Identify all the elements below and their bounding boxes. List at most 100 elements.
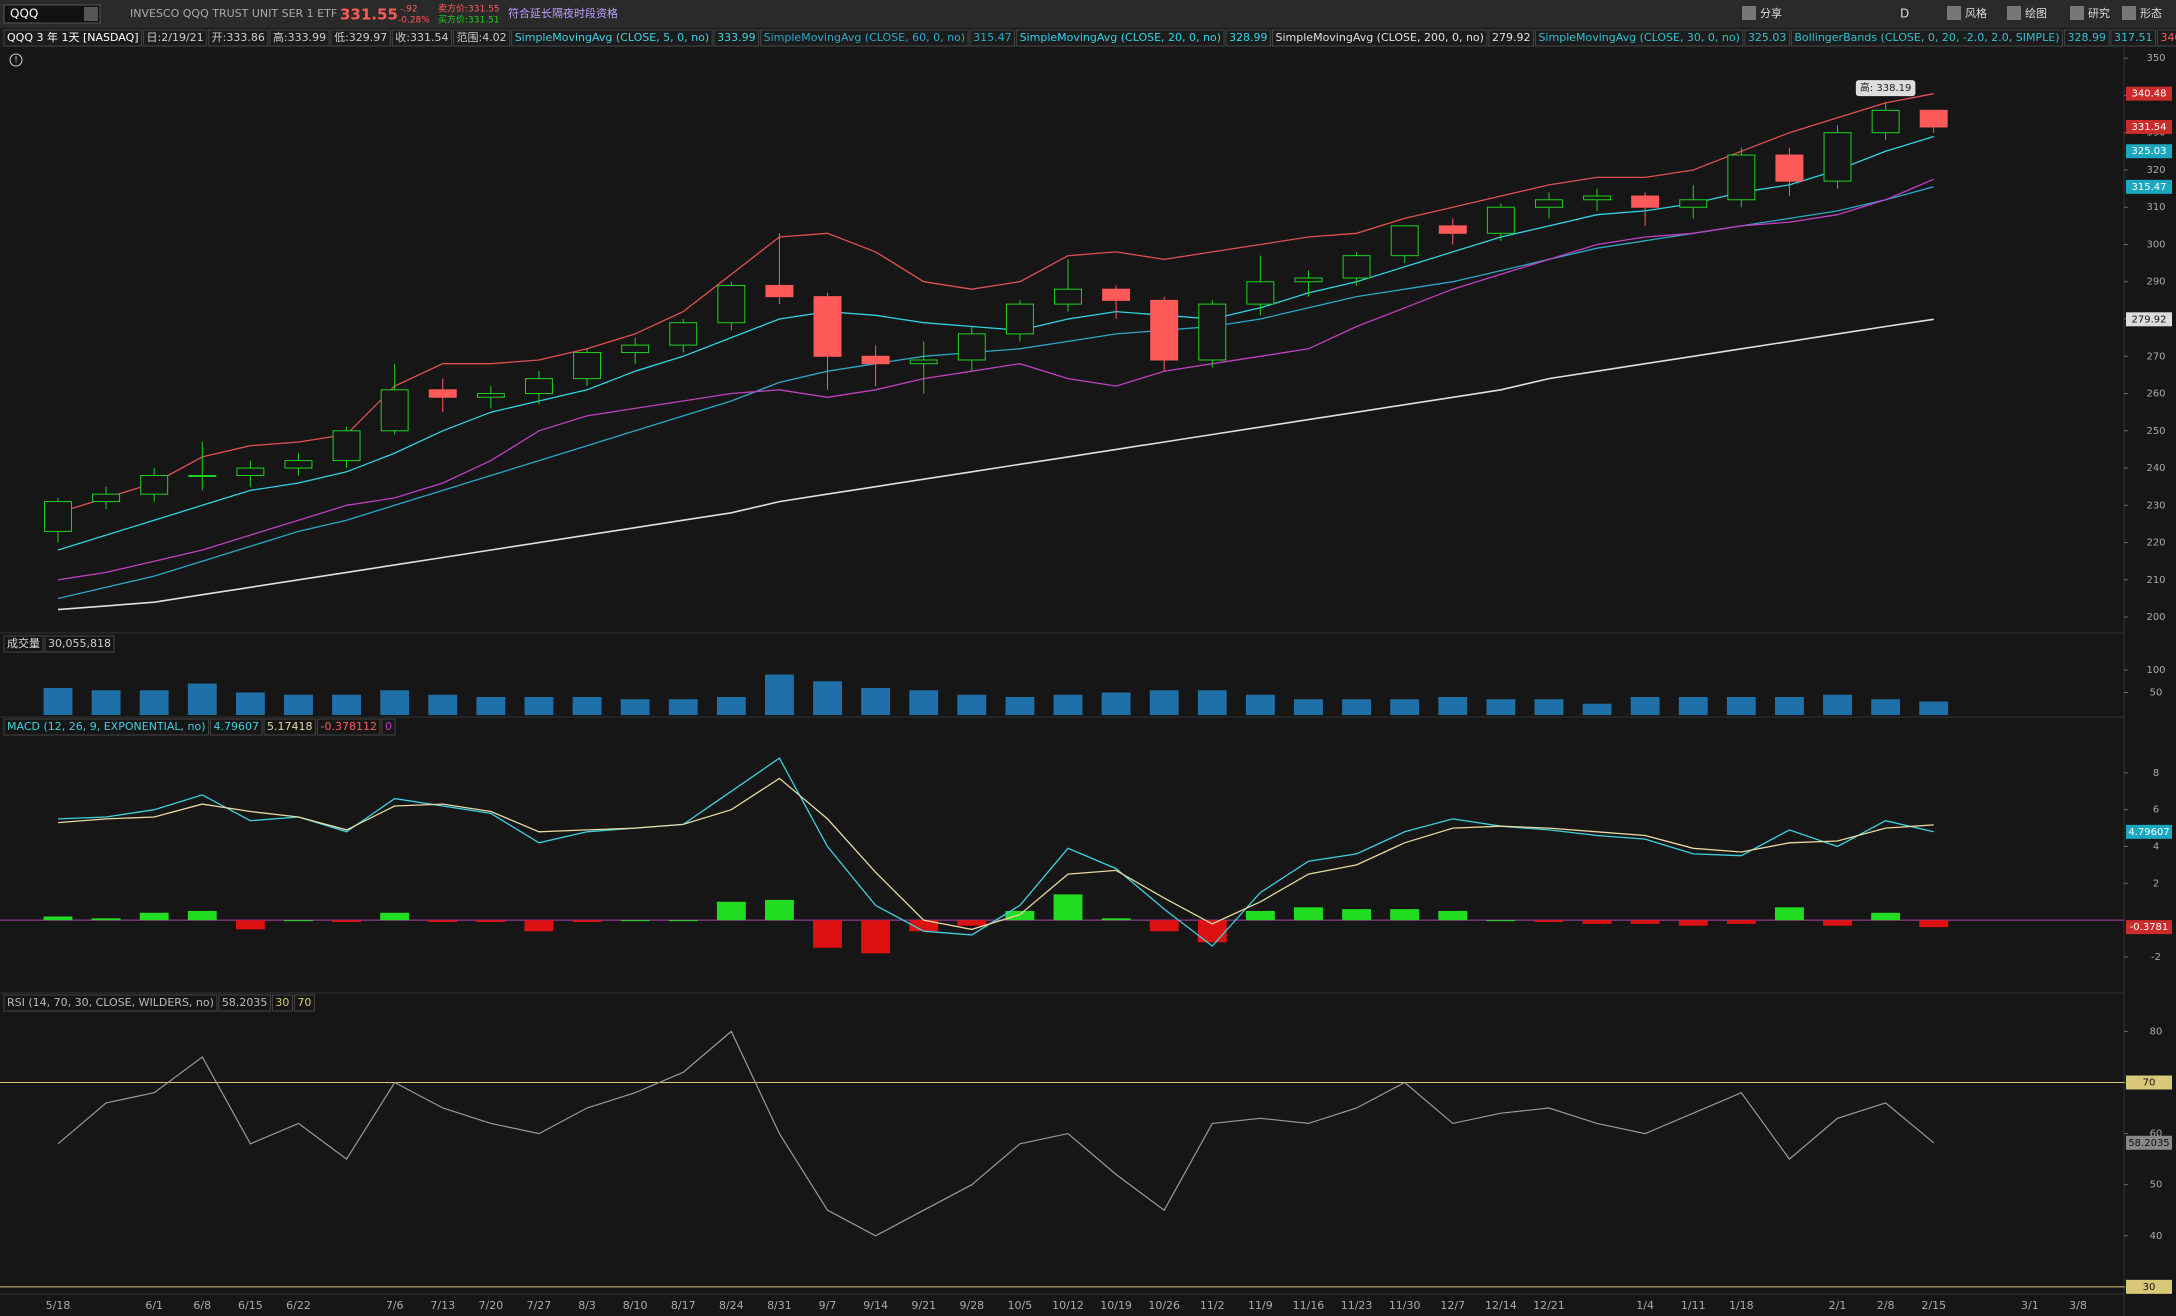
info-icon[interactable]: [9, 53, 23, 67]
symbol-dropdown[interactable]: [84, 7, 98, 21]
candle-body: [92, 493, 121, 503]
candle-body: [861, 355, 890, 365]
histogram-bar: [765, 899, 794, 921]
x-tick-label: 11/23: [1341, 1299, 1373, 1312]
volume-header: 成交量 30,055,818: [3, 635, 115, 653]
price-badge-label: 58.2035: [2128, 1138, 2169, 1149]
header-text: 范围:4.02: [456, 30, 506, 44]
price-badge: [2126, 119, 2172, 134]
candle-body: [621, 344, 650, 354]
y-tick-label: 60: [2150, 1129, 2163, 1140]
header-cell: [330, 29, 391, 47]
header-text: 4.79607: [214, 720, 260, 733]
histogram-bar: [1053, 894, 1083, 921]
header-text: 340.48: [2161, 31, 2176, 44]
volume-bar: [1197, 690, 1227, 715]
symbol: QQQ: [10, 7, 38, 21]
rsi-header: RSI (14, 70, 30, CLOSE, WILDERS, no) 58.2…: [3, 994, 315, 1012]
histogram-bar: [1871, 912, 1901, 921]
price-badge: [2126, 86, 2172, 101]
x-tick-label: 12/21: [1533, 1299, 1565, 1312]
toolbar-button-label[interactable]: 绘图: [2025, 6, 2047, 20]
series-line: [57, 1030, 1935, 1237]
toolbar-button[interactable]: [1947, 6, 1961, 20]
candle-body: [1294, 277, 1323, 283]
volume-bar: [1678, 697, 1708, 715]
toolbar-button[interactable]: [2070, 6, 2084, 20]
candle-body: [284, 460, 313, 469]
extended-hours: 符合延长隔夜时段资格: [508, 6, 618, 20]
header-text: 315.47: [973, 31, 1012, 44]
volume-bar: [1390, 699, 1420, 715]
x-tick-label: 2/15: [1921, 1299, 1946, 1312]
ask: 卖方价:331.55: [438, 3, 500, 15]
toolbar-button[interactable]: [1742, 6, 1756, 20]
x-tick-label: 7/13: [430, 1299, 455, 1312]
volume-bar: [1342, 699, 1371, 715]
toolbar-button[interactable]: [2122, 6, 2136, 20]
candle-body: [669, 322, 698, 346]
volume-bar: [765, 674, 794, 715]
price-badge: [2126, 179, 2172, 194]
toolbar-button[interactable]: [2007, 6, 2021, 20]
x-tick-label: 7/20: [479, 1299, 504, 1312]
toolbar-button-label[interactable]: 形态: [2140, 7, 2162, 20]
y-tick-label: -2: [2151, 952, 2161, 963]
x-tick-label: 9/7: [819, 1299, 837, 1312]
toolbar-button-label[interactable]: 分享: [1760, 6, 1782, 20]
toolbar-button-label[interactable]: 研究: [2088, 6, 2110, 20]
header-cell: [760, 29, 969, 47]
timeframe[interactable]: D: [1900, 7, 1909, 21]
header-cell: [317, 718, 381, 736]
header-cell: [293, 994, 315, 1012]
candle-body: [428, 389, 457, 398]
x-tick-label: 2/8: [1877, 1299, 1895, 1312]
header-cell: [263, 718, 317, 736]
volume-bar: [476, 697, 506, 715]
y-tick-label: 270: [2146, 351, 2165, 362]
volume-bar: [380, 690, 410, 715]
candle-body: [957, 333, 986, 361]
volume-bar: [620, 699, 650, 715]
histogram-bar: [1149, 920, 1179, 932]
volume-bar: [428, 694, 458, 715]
header-text: 30: [275, 996, 289, 1009]
header-text: 开:333.86: [212, 31, 265, 44]
y-tick-label: 80: [2150, 1026, 2163, 1037]
histogram-bar: [909, 920, 939, 932]
histogram-bar: [957, 920, 987, 926]
series-line: [57, 186, 1934, 600]
candle-body: [524, 378, 553, 395]
candle-body: [1005, 303, 1034, 335]
x-tick-label: 8/10: [623, 1299, 648, 1312]
header-text: 58.2035: [222, 996, 268, 1009]
volume-bar: [909, 690, 939, 715]
y-tick-label: 40: [2150, 1231, 2163, 1242]
candle-body: [1871, 109, 1900, 134]
candle-body: [1246, 281, 1275, 305]
header-text: 30,055,818: [48, 637, 111, 650]
y-tick-label: 320: [2146, 165, 2165, 176]
toolbar-button-label[interactable]: 风格: [1965, 6, 1987, 20]
header-cell: [143, 29, 208, 47]
high-annotation: 高: 338.19: [1860, 81, 1912, 94]
header-text: MACD (12, 26, 9, EXPONENTIAL, no): [7, 720, 206, 733]
header-cell: [1534, 29, 1744, 47]
volume-bar: [1245, 694, 1275, 715]
x-tick-label: 6/15: [238, 1299, 263, 1312]
header-cell: [3, 718, 210, 736]
header-cell: [3, 29, 143, 47]
candle-body: [476, 393, 505, 398]
info-mark: !: [14, 56, 18, 66]
candle-body: [1823, 132, 1852, 182]
x-tick-label: 6/1: [145, 1299, 163, 1312]
header-cell: [3, 994, 218, 1012]
histogram-bar: [524, 920, 554, 932]
y-tick-label: 50: [2150, 688, 2163, 699]
header-cell: [1488, 29, 1534, 47]
symbol-box[interactable]: [3, 4, 101, 24]
y-tick-label: 350: [2146, 53, 2165, 64]
candle-body: [1583, 195, 1612, 201]
